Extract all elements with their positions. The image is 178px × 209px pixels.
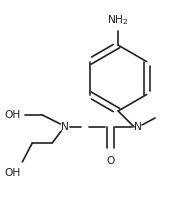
Text: N: N (134, 122, 142, 132)
Text: OH: OH (4, 110, 20, 120)
Text: N: N (61, 122, 69, 132)
Text: OH: OH (4, 168, 20, 178)
Text: O: O (106, 156, 114, 166)
Text: NH$_2$: NH$_2$ (107, 13, 129, 27)
